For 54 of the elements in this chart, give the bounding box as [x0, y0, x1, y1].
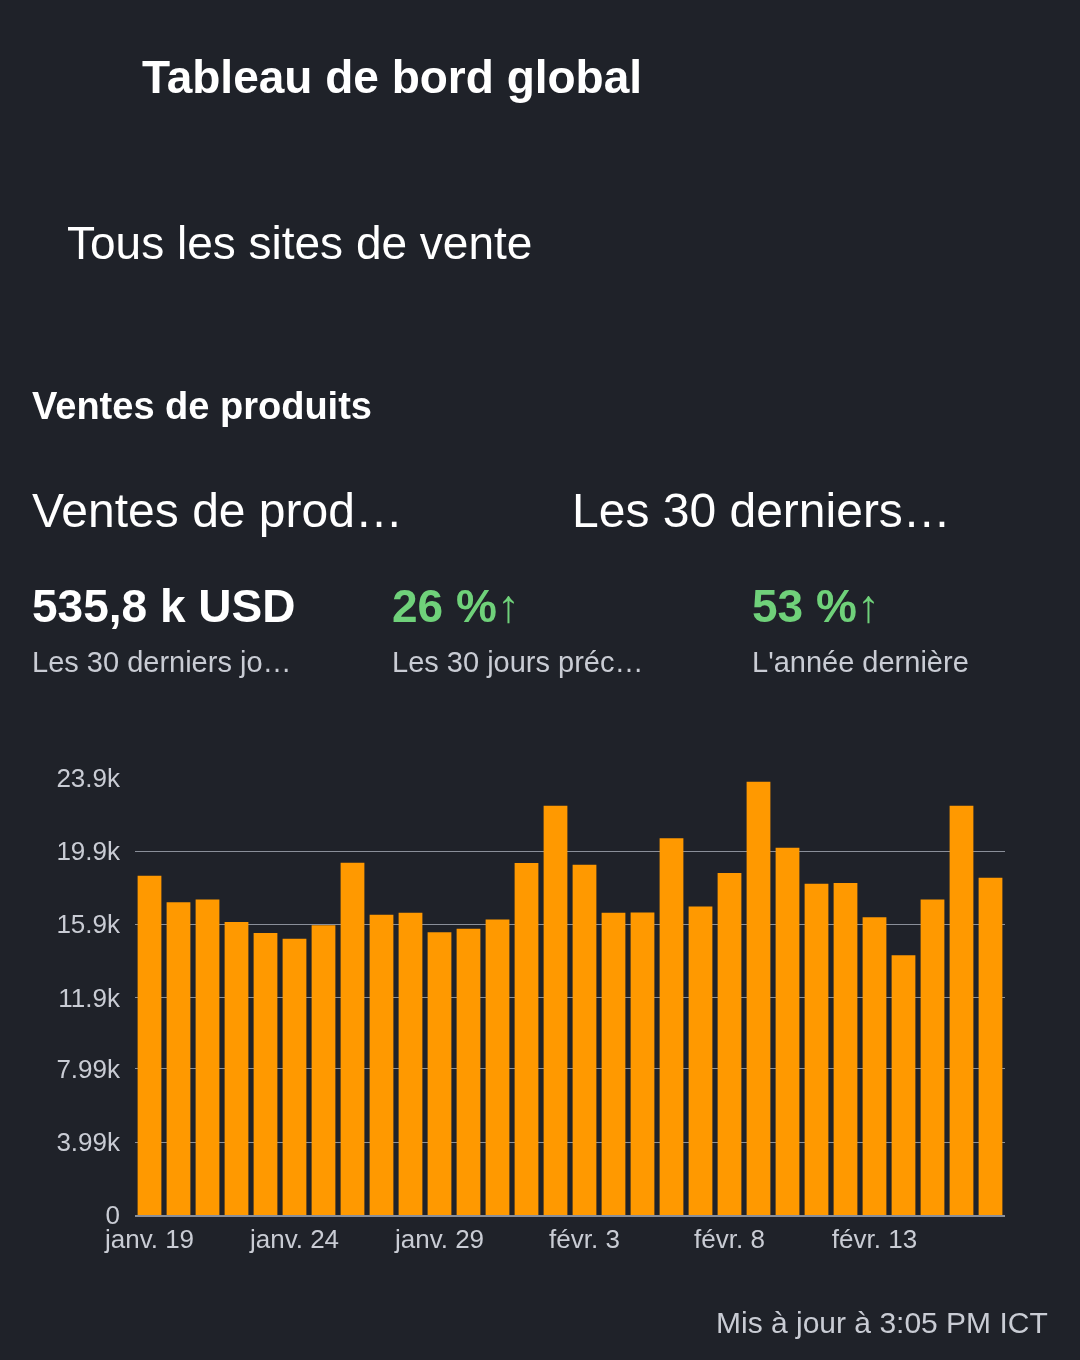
bar — [630, 912, 655, 1215]
y-tick-label: 11.9k — [58, 982, 121, 1013]
y-tick-label: 15.9k — [56, 909, 121, 940]
y-tick-label: 19.9k — [56, 836, 121, 867]
chart-title: Tableau de bord global — [142, 51, 643, 103]
chart-subtitle: Tous les sites de vente — [67, 217, 533, 269]
bar — [891, 955, 916, 1215]
bar — [601, 912, 626, 1215]
bar — [572, 864, 597, 1215]
text: Ventes de prod… — [32, 484, 403, 537]
bar — [746, 781, 771, 1215]
bar — [717, 873, 742, 1215]
x-tick-label: janv. 29 — [393, 1224, 485, 1255]
text: Mis à jour à 3:05 PM ICT — [716, 1306, 1048, 1339]
text: L'année dernière — [752, 646, 969, 678]
bar — [398, 912, 423, 1215]
bar — [485, 919, 510, 1215]
y-tick-label: 23.9k — [56, 763, 121, 794]
bar — [920, 899, 945, 1215]
bar — [688, 906, 713, 1215]
bar — [978, 877, 1003, 1215]
x-tick-label: févr. 8 — [694, 1224, 765, 1255]
bar — [862, 917, 887, 1215]
bar — [949, 805, 974, 1215]
bar — [195, 899, 220, 1215]
bar — [659, 838, 684, 1215]
bar — [369, 914, 394, 1215]
bar — [224, 922, 249, 1215]
bar — [456, 928, 481, 1215]
bar — [514, 863, 539, 1215]
y-tick-label: 3.99k — [56, 1127, 121, 1158]
x-tick-label: févr. 3 — [549, 1224, 620, 1255]
text: Les 30 derniers jo… — [32, 646, 292, 678]
bar — [166, 902, 191, 1215]
text: Les 30 derniers… — [572, 484, 951, 537]
bar — [253, 933, 278, 1215]
text: Les 30 jours préc… — [392, 646, 644, 678]
text: 26 %↑ — [392, 580, 520, 632]
bar — [137, 875, 162, 1215]
text: 535,8 k USD — [32, 580, 296, 632]
bar — [311, 925, 336, 1215]
text: Ventes de produits — [32, 385, 372, 427]
x-tick-label: janv. 19 — [103, 1224, 195, 1255]
y-tick-label: 7.99k — [56, 1054, 121, 1085]
x-tick-label: janv. 24 — [248, 1224, 340, 1255]
bar — [543, 805, 568, 1215]
bar — [427, 932, 452, 1215]
bar — [775, 847, 800, 1215]
x-tick-label: févr. 13 — [831, 1224, 918, 1255]
bar — [804, 883, 829, 1215]
text: 53 %↑ — [752, 580, 880, 632]
bar — [833, 882, 858, 1215]
bar — [340, 862, 365, 1215]
bar — [282, 938, 307, 1215]
